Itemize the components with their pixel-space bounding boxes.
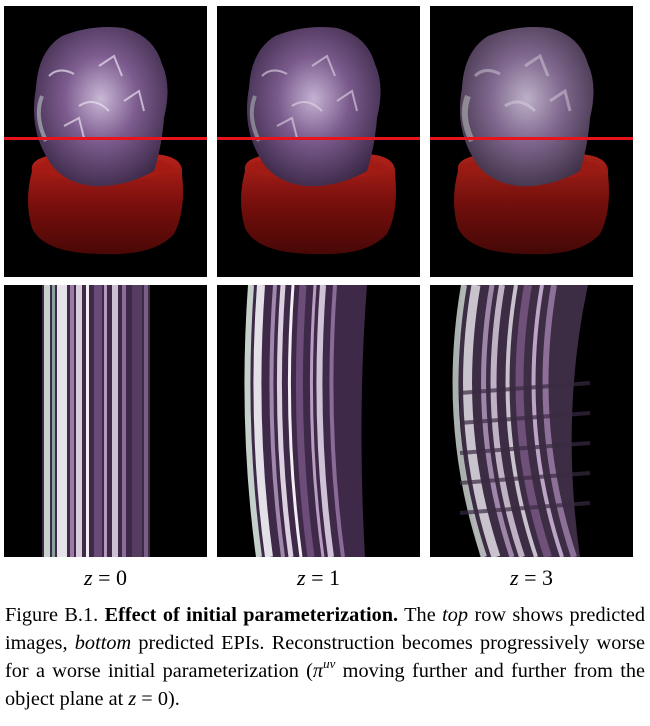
- z-label-3: z = 3: [510, 565, 553, 590]
- scan-line: [217, 137, 420, 140]
- predicted-image-z1: [217, 6, 420, 277]
- z-label-1: z = 1: [297, 565, 340, 590]
- predicted-image-z3: [430, 6, 633, 277]
- crystal: [33, 27, 168, 187]
- predicted-epi-z3: [430, 285, 633, 557]
- figure-caption: Figure B.1. Effect of initial parameteri…: [5, 604, 645, 710]
- z-label-0: z = 0: [84, 565, 127, 590]
- predicted-epi-z0: [4, 285, 207, 557]
- predicted-image-z0: [4, 6, 207, 277]
- scan-line: [4, 137, 207, 140]
- figure-id: Figure B.1.: [5, 604, 99, 626]
- pi-superscript: uv: [323, 656, 336, 671]
- predicted-epi-z1: [217, 285, 420, 557]
- scan-line: [430, 137, 633, 140]
- pi-symbol: π: [312, 660, 324, 682]
- stand: [28, 154, 183, 255]
- figure-title: Effect of initial parameterization.: [104, 604, 399, 626]
